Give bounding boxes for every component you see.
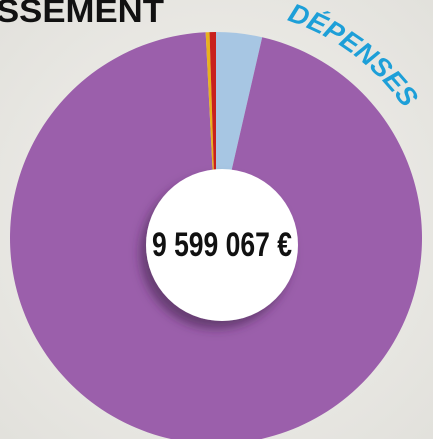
pie-slice bbox=[10, 32, 422, 439]
chart-title: SSEMENT bbox=[0, 0, 164, 29]
center-disc bbox=[146, 169, 298, 321]
center-label: 9 599 067 € bbox=[152, 226, 292, 264]
